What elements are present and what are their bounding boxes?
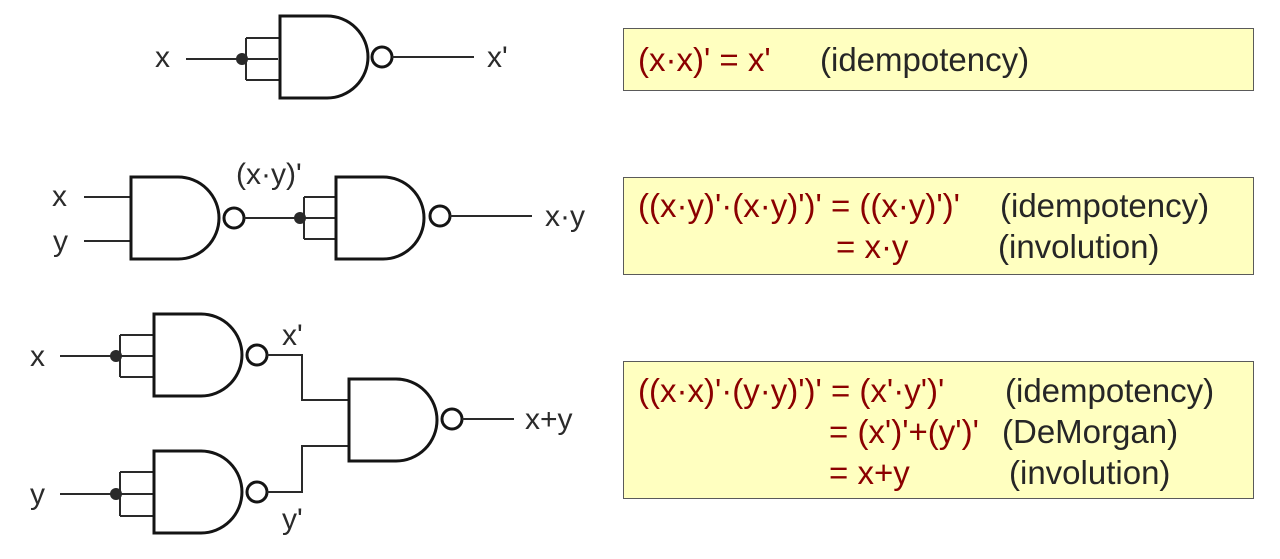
input-y-label: y (30, 478, 45, 511)
inversion-bubble (370, 45, 394, 69)
inversion-bubble-final (440, 407, 464, 431)
equation: ((x·x)'·(y·y)')' = (x'·y')' (638, 372, 945, 409)
inversion-bubble-2 (428, 204, 452, 228)
law-note: (idempotency) (1000, 187, 1210, 224)
law-note: (involution) (1009, 454, 1171, 491)
law-note: (idempotency) (1005, 372, 1215, 409)
y-prime-label: y' (282, 503, 303, 536)
circuit-and-from-nand: x y (x·y)' x·y (52, 158, 585, 261)
input-x-label: x (155, 41, 170, 74)
equation: = (x')'+(y')' (829, 413, 979, 450)
law-note: (idempotency) (820, 41, 1030, 78)
nand-gate (278, 14, 370, 100)
input-y-label: y (53, 225, 68, 258)
x-prime-label: x' (282, 319, 303, 352)
input-x-label: x (30, 340, 45, 373)
equation-box-idempotency: (x·x)' = x' (idempotency) (623, 28, 1254, 91)
equation: = x·y (836, 228, 909, 265)
nand-gate-1 (129, 175, 221, 261)
equation-box-and: ((x·y)'·(x·y)')' = ((x·y)')' (idempotenc… (623, 177, 1254, 275)
equation: = x+y (829, 454, 910, 491)
circuit-nand-inverter: x x' (155, 14, 508, 100)
nand-gate-y (152, 449, 244, 535)
equation-box-or: ((x·x)'·(y·y)')' = (x'·y')' (idempotency… (623, 361, 1254, 499)
inversion-bubble-x (245, 343, 269, 367)
output-label: x+y (525, 403, 573, 436)
inversion-bubble-1 (222, 206, 246, 230)
x-prime-wire (267, 354, 349, 401)
nand-gate-x (152, 312, 244, 398)
law-note: (DeMorgan) (1002, 413, 1179, 450)
input-x-label: x (52, 180, 67, 213)
output-label: x' (487, 41, 508, 74)
circuit-or-from-nand: x x' y y' x+y (30, 312, 573, 536)
nand-gate-final (347, 377, 439, 463)
law-note: (involution) (998, 228, 1160, 265)
mid-label: (x·y)' (236, 158, 302, 191)
equation: ((x·y)'·(x·y)')' = ((x·y)')' (638, 187, 960, 224)
y-prime-wire (267, 445, 349, 493)
nand-gate-2 (334, 175, 426, 261)
equation: (x·x)' = x' (638, 41, 771, 78)
output-label: x·y (545, 200, 585, 233)
inversion-bubble-y (245, 480, 269, 504)
